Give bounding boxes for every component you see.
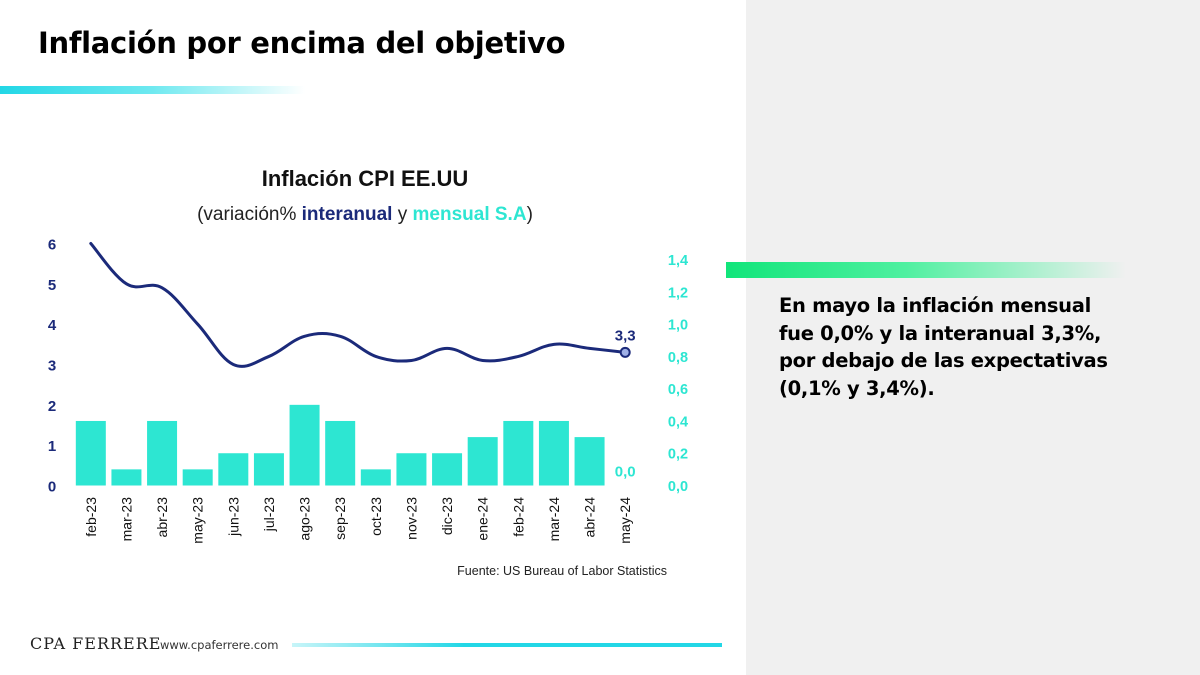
bar-may-23: [182, 469, 213, 486]
x-axis: feb-23 mar-23 abr-23 may-23 jun-23 jul-23 ago-…: [83, 497, 633, 544]
subtitle-part-3: y: [392, 204, 412, 225]
left-tick-label: 5: [48, 277, 56, 294]
left-tick-label: 4: [48, 317, 57, 334]
summary-text: En mayo la inflación mensual fue 0,0% y …: [779, 292, 1159, 402]
x-tick-label: may-24: [617, 497, 633, 544]
left-tick-label: 1: [48, 438, 56, 455]
x-tick-label: ago-23: [297, 497, 313, 541]
cpi-chart: Inflación CPI EE.UU (variación% interanu…: [48, 166, 688, 578]
subtitle-part-1: (variación%: [197, 204, 302, 225]
right-tick-label: 0,6: [668, 382, 688, 398]
bar-oct-23: [360, 469, 391, 486]
x-tick-label: may-23: [190, 497, 206, 544]
line-last-value-label: 3,3: [615, 327, 636, 344]
subtitle-part-5: ): [527, 204, 533, 225]
x-tick-label: jul-23: [261, 497, 277, 532]
right-panel: [746, 0, 1200, 675]
x-tick-label: abr-23: [154, 497, 170, 538]
x-tick-label: nov-23: [403, 497, 419, 540]
line-endpoint-marker: [619, 346, 631, 358]
subtitle-part-mensual: mensual S.A: [413, 204, 527, 225]
chart-subtitle: (variación% interanual y mensual S.A): [197, 204, 533, 225]
summary-line-2: fue 0,0% y la interanual 3,3%,: [779, 321, 1102, 345]
bar-feb-24: [503, 420, 534, 486]
right-tick-label: 0,8: [668, 350, 688, 366]
x-tick-label: abr-24: [582, 497, 598, 538]
bar-ene-24: [467, 437, 498, 486]
bars-layer: [75, 404, 605, 486]
slide-title: Inflación por encima del objetivo: [38, 26, 566, 60]
bar-jul-23: [253, 453, 284, 486]
bar-ago-23: [289, 404, 320, 486]
bar-mar-23: [111, 469, 142, 486]
right-tick-label: 1,2: [668, 285, 688, 301]
chart-title: Inflación CPI EE.UU: [262, 166, 469, 191]
summary-line-4: (0,1% y 3,4%).: [779, 376, 935, 400]
x-tick-label: jun-23: [225, 497, 241, 537]
line-layer: [89, 242, 631, 368]
right-accent-bar: [726, 262, 1126, 278]
right-tick-label: 0,0: [668, 479, 688, 495]
x-tick-label: mar-24: [546, 497, 562, 542]
bar-last-value-label: 0,0: [615, 464, 636, 481]
bar-dic-23: [432, 453, 463, 486]
right-tick-label: 0,4: [668, 414, 688, 430]
bar-nov-23: [396, 453, 427, 486]
chart-source: Fuente: US Bureau of Labor Statistics: [457, 564, 667, 578]
bar-abr-24: [574, 437, 605, 486]
left-tick-label: 3: [48, 358, 56, 375]
footer-url: www.cpaferrere.com: [160, 638, 279, 652]
subtitle-part-interanual: interanual: [302, 204, 393, 225]
summary-line-1: En mayo la inflación mensual: [779, 294, 1091, 317]
right-axis: 0,0 0,2 0,4 0,6 0,8 1,0 1,2 1,4: [668, 253, 688, 495]
right-tick-label: 0,2: [668, 447, 688, 463]
x-tick-label: feb-24: [510, 497, 526, 537]
line-interanual: [89, 242, 627, 368]
bar-abr-23: [147, 420, 178, 486]
bar-jun-23: [218, 453, 249, 486]
bar-feb-23: [75, 420, 106, 486]
data-labels: 3,3 0,0: [615, 327, 636, 480]
left-tick-label: 6: [48, 237, 56, 254]
x-tick-label: oct-23: [368, 497, 384, 536]
footer-brand-logo: CPA FERRERE: [30, 634, 162, 653]
left-tick-label: 2: [48, 398, 56, 415]
summary-line-3: por debajo de las expectativas: [779, 349, 1108, 372]
right-tick-label: 1,0: [668, 318, 688, 334]
left-tick-label: 0: [48, 479, 56, 496]
x-tick-label: dic-23: [439, 497, 455, 535]
left-axis: 0 1 2 3 4 5 6: [48, 237, 57, 496]
x-tick-label: sep-23: [332, 497, 348, 540]
x-tick-label: feb-23: [83, 497, 99, 537]
bar-mar-24: [538, 420, 569, 486]
bar-sep-23: [325, 420, 356, 486]
title-underline: [0, 86, 305, 94]
footer-line: [292, 643, 722, 647]
right-tick-label: 1,4: [668, 253, 688, 269]
x-tick-label: ene-24: [475, 497, 491, 541]
x-tick-label: mar-23: [118, 497, 134, 542]
